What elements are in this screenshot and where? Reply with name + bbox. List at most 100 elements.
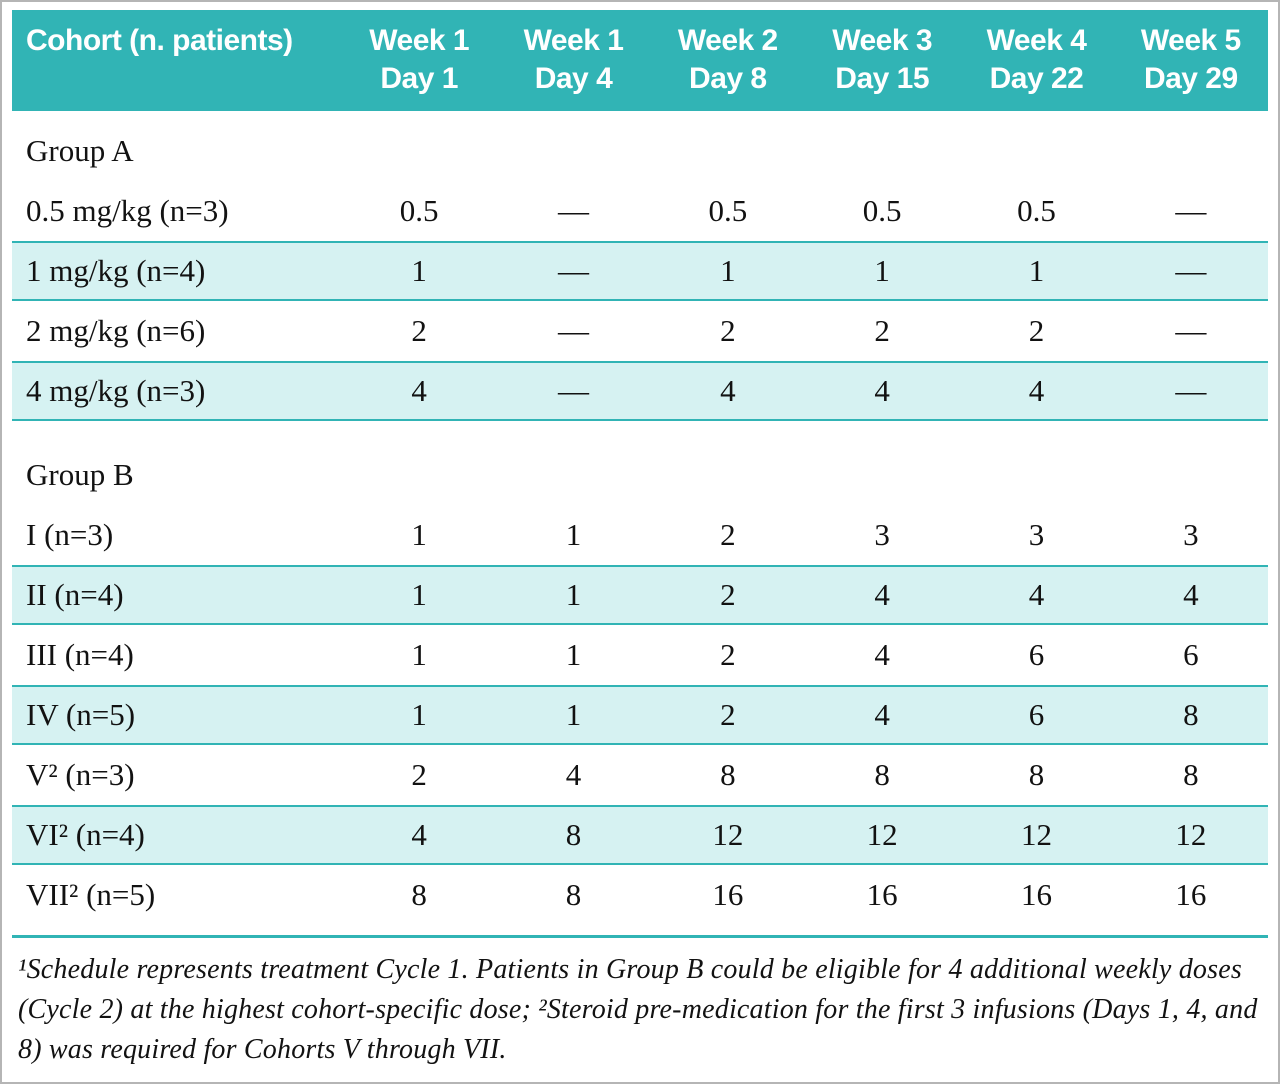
dose-value: 1 bbox=[411, 637, 427, 672]
dose-value: 4 bbox=[411, 817, 427, 852]
dose-value: 4 bbox=[874, 577, 890, 612]
dose-value: — bbox=[557, 313, 589, 348]
dose-value: 3 bbox=[874, 517, 890, 552]
column-header-line2: Day 22 bbox=[989, 61, 1084, 95]
dose-value: 2 bbox=[874, 313, 890, 348]
dose-value: 4 bbox=[1183, 577, 1199, 612]
column-header-week1-day1: Week 1 Day 1 bbox=[342, 22, 496, 97]
column-header-line2: Day 15 bbox=[835, 61, 930, 95]
dose-value: — bbox=[1175, 313, 1207, 348]
dose-value: 8 bbox=[1028, 757, 1045, 792]
dose-value: 1 bbox=[565, 517, 582, 552]
dose-value: 12 bbox=[712, 817, 744, 852]
dose-value: 2 bbox=[720, 637, 736, 672]
dose-value: 1 bbox=[565, 637, 582, 672]
cohort-label: 0.5 mg/kg (n=3) bbox=[26, 193, 229, 228]
dose-value: 6 bbox=[1028, 697, 1045, 732]
dose-value: 12 bbox=[1175, 817, 1207, 852]
dose-value: 16 bbox=[1020, 877, 1052, 912]
dose-value: 1 bbox=[411, 697, 427, 732]
table-body: Group A 0.5 mg/kg (n=3) 0.5—0.5 0.5 0.5—1 mg… bbox=[12, 111, 1268, 925]
dose-value: 0.5 bbox=[862, 193, 902, 228]
dose-value: 16 bbox=[1175, 877, 1207, 912]
footnote: ¹Schedule represents treatment Cycle 1. … bbox=[12, 935, 1268, 1069]
dose-value: 4 bbox=[1028, 577, 1045, 612]
dose-value: 4 bbox=[874, 637, 890, 672]
dose-value: 4 bbox=[874, 373, 890, 408]
column-header-cohort: Cohort (n. patients) bbox=[12, 22, 342, 97]
dose-value: 1 bbox=[565, 697, 582, 732]
column-header-line2: Day 29 bbox=[1143, 61, 1238, 95]
table-row: 2 mg/kg (n=6) 2 — 2 2 2 — bbox=[12, 301, 1268, 361]
table-row: II (n=4) 1 1 2 4 4 4 bbox=[12, 565, 1268, 625]
dose-value: 2 bbox=[411, 313, 427, 348]
column-header-line1: Cohort (n. patients) bbox=[26, 24, 293, 57]
dose-value: 0.5 bbox=[399, 193, 439, 228]
dose-value: 8 bbox=[720, 757, 736, 792]
column-header-line2: Day 4 bbox=[534, 61, 613, 95]
dose-value: 2 bbox=[720, 313, 736, 348]
column-header-line1: Week 1 bbox=[369, 24, 470, 57]
cohort-label: II (n=4) bbox=[26, 577, 124, 612]
dose-value: — bbox=[1175, 193, 1207, 228]
group-label: Group A bbox=[26, 133, 134, 168]
dose-value: 8 bbox=[1183, 697, 1199, 732]
dose-value: 16 bbox=[712, 877, 744, 912]
column-header-line2: Day 8 bbox=[689, 61, 767, 95]
table-row: I (n=3) 1 1 2 3 3 3 bbox=[12, 505, 1268, 565]
dose-value: 1 bbox=[411, 517, 427, 552]
dose-value: 12 bbox=[866, 817, 898, 852]
dose-value: — bbox=[1175, 373, 1207, 408]
cohort-label: VII² (n=5) bbox=[26, 877, 156, 912]
dose-value: 2 bbox=[720, 577, 736, 612]
dose-value: 0.5 bbox=[708, 193, 748, 228]
dose-value: 4 bbox=[411, 373, 427, 408]
column-header-week3-day15: Week 3 Day 15 bbox=[805, 22, 959, 97]
column-header-line1: Week 4 bbox=[986, 24, 1087, 57]
dose-value: 8 bbox=[411, 877, 427, 912]
dose-value: — bbox=[557, 193, 589, 228]
dose-value: 4 bbox=[565, 757, 582, 792]
table-row: 0.5 mg/kg (n=3) 0.5 — 0.5 0.5 0.5 — bbox=[12, 181, 1268, 241]
dose-value: 1 bbox=[720, 253, 736, 288]
dose-value: 4 bbox=[1028, 373, 1045, 408]
table-row: 1 mg/kg (n=4) 1 — 1 1 1 — bbox=[12, 241, 1268, 301]
dose-value: 8 bbox=[565, 877, 582, 912]
column-header-line2: Day 1 bbox=[380, 61, 458, 95]
dose-value: 1 bbox=[411, 577, 427, 612]
dose-value: 2 bbox=[720, 517, 736, 552]
dose-value: 4 bbox=[874, 697, 890, 732]
dose-value: 0.5 bbox=[1017, 193, 1056, 228]
dose-value: 6 bbox=[1183, 637, 1199, 672]
cohort-label: 2 mg/kg (n=6) bbox=[26, 313, 206, 348]
dose-value: 2 bbox=[720, 697, 736, 732]
dose-value: 6 bbox=[1028, 637, 1045, 672]
dose-value: 8 bbox=[1183, 757, 1199, 792]
column-header-line1: Week 3 bbox=[832, 24, 933, 57]
cohort-label: IV (n=5) bbox=[26, 697, 136, 732]
group-header-row: Group A bbox=[12, 111, 1268, 181]
column-header-line1: Week 2 bbox=[677, 24, 778, 57]
dose-value: 16 bbox=[866, 877, 898, 912]
dose-value: 8 bbox=[874, 757, 890, 792]
cohort-label: VI² (n=4) bbox=[26, 817, 145, 852]
group-label: Group B bbox=[26, 457, 134, 492]
dose-value: 8 bbox=[565, 817, 582, 852]
column-header-week5-day29: Week 5 Day 29 bbox=[1114, 22, 1268, 97]
table-row: V² (n=3) 2 4 8 8 8 8 bbox=[12, 745, 1268, 805]
dose-value: 1 bbox=[565, 577, 582, 612]
dose-value: 4 bbox=[720, 373, 736, 408]
dose-value: 1 bbox=[874, 253, 890, 288]
dose-value: 2 bbox=[1028, 313, 1045, 348]
cohort-label: V² (n=3) bbox=[26, 757, 135, 792]
dose-value: — bbox=[557, 253, 589, 288]
column-header-week2-day8: Week 2 Day 8 bbox=[651, 22, 805, 97]
column-header-week1-day4: Week 1 Day 4 bbox=[496, 22, 650, 97]
group-header-row: Group B bbox=[12, 435, 1268, 505]
table-row: VII² (n=5) 8 8 16 16 16 16 bbox=[12, 865, 1268, 925]
column-header-week4-day22: Week 4 Day 22 bbox=[959, 22, 1113, 97]
dose-value: 2 bbox=[411, 757, 427, 792]
cohort-label: III (n=4) bbox=[26, 637, 134, 672]
column-header-line1: Week 1 bbox=[523, 24, 624, 57]
dose-value: — bbox=[1175, 253, 1207, 288]
